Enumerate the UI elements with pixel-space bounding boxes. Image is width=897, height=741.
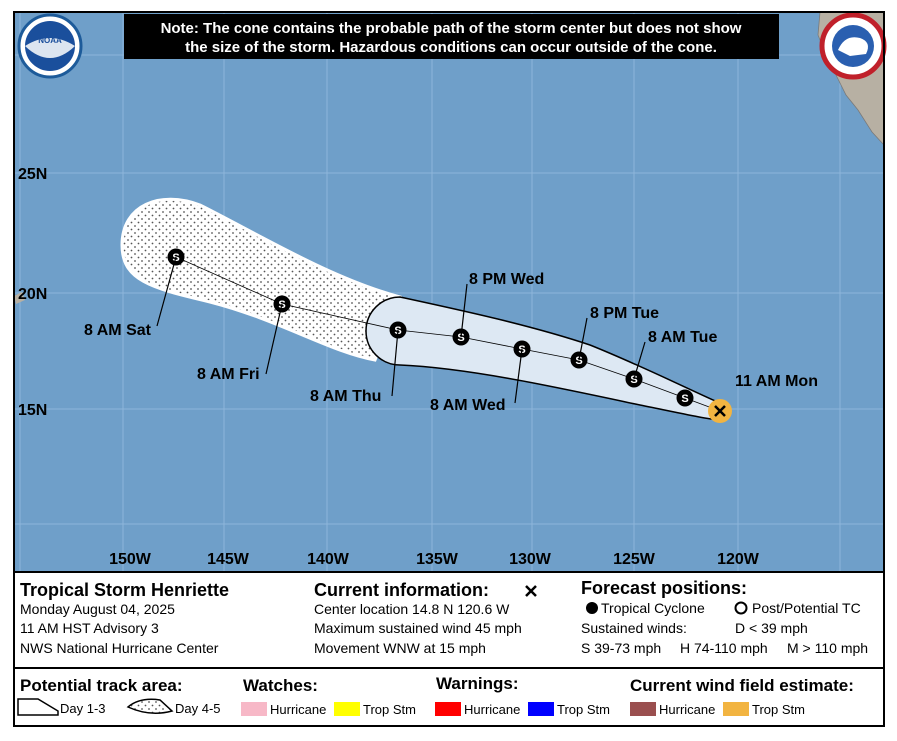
legend-title: Potential track area: — [20, 676, 183, 695]
legend-item: Hurricane — [659, 702, 715, 717]
current-line: Center location 14.8 N 120.6 W — [314, 601, 510, 617]
latitude-label: 25N — [18, 166, 47, 183]
land — [14, 292, 25, 304]
longitude-label: 130W — [509, 551, 552, 568]
forecast-item: S 39-73 mph — [581, 640, 661, 656]
longitude-label: 135W — [416, 551, 459, 568]
forecast-item: Tropical Cyclone — [601, 600, 705, 616]
current-position — [714, 405, 726, 417]
forecast-label: 8 AM Fri — [197, 366, 260, 383]
legend-panel — [13, 667, 885, 727]
legend-item: Hurricane — [464, 702, 520, 717]
post-symbol — [734, 601, 748, 615]
leader-line — [156, 256, 177, 327]
latitude-label: 15N — [18, 402, 47, 419]
forecast-item: M > 110 mph — [787, 640, 868, 656]
leader-line — [578, 317, 588, 361]
latitude-label: 20N — [18, 286, 47, 303]
note: the size of the storm. Hazardous conditi… — [185, 39, 717, 56]
storm-marker-letter: S — [457, 332, 464, 344]
storm-date: Monday August 04, 2025 — [20, 601, 175, 617]
swatch — [630, 702, 656, 716]
leader-line — [633, 341, 646, 380]
longitude-label: 120W — [717, 551, 760, 568]
note: Note: The cone contains the probable pat… — [161, 20, 742, 37]
current-line: Maximum sustained wind 45 mph — [314, 620, 522, 636]
legend-item: Trop Stm — [752, 702, 805, 717]
forecast-title: Forecast positions: — [581, 578, 747, 598]
current-symbol — [525, 585, 537, 597]
longitude-label: 150W — [109, 551, 152, 568]
leader-line — [514, 348, 523, 404]
legend-title: Warnings: — [436, 674, 518, 693]
legend-item: Trop Stm — [557, 702, 610, 717]
tropical-symbol — [586, 602, 598, 614]
legend-item: Hurricane — [270, 702, 326, 717]
longitude-label: 145W — [207, 551, 250, 568]
swatch — [528, 702, 554, 716]
storm-marker — [676, 389, 694, 407]
cone-day-1-3 — [365, 296, 723, 421]
forecast-label: 8 PM Tue — [590, 305, 659, 322]
day13-swatch — [17, 698, 59, 716]
note-box — [124, 14, 779, 59]
leader-line — [460, 283, 468, 338]
forecast-label: 8 AM Thu — [310, 388, 381, 405]
leader-line — [265, 303, 283, 375]
current-title: Current information: — [314, 580, 489, 600]
ocean — [14, 12, 884, 572]
storm-advisory: 11 AM HST Advisory 3 — [20, 620, 159, 636]
legend-item: Day 1-3 — [60, 701, 106, 716]
forecast-item: Post/Potential TC — [752, 600, 861, 616]
info-panel — [13, 571, 885, 669]
noaa-logo-text: NOAA — [38, 36, 62, 45]
swatch — [435, 702, 461, 716]
day45-swatch — [126, 698, 174, 714]
legend-item: Trop Stm — [363, 702, 416, 717]
forecast-label: 8 AM Sat — [84, 322, 152, 339]
swatch — [723, 702, 749, 716]
legend-title: Current wind field estimate: — [630, 676, 854, 695]
storm-marker-letter: S — [681, 393, 688, 405]
storm-name: Tropical Storm Henriette — [20, 580, 229, 600]
longitude-label: 125W — [613, 551, 656, 568]
cone-day-4-5 — [120, 197, 403, 362]
storm-marker-letter: S — [630, 374, 637, 386]
storm-marker-letter: S — [575, 355, 582, 367]
forecast-label: 8 AM Tue — [648, 329, 717, 346]
noaa-logo — [25, 38, 75, 58]
leader-line — [391, 329, 399, 397]
forecast-label: 11 AM Mon — [735, 373, 818, 390]
swatch — [241, 702, 267, 716]
nws-logo — [838, 37, 868, 56]
forecast-item: D < 39 mph — [735, 620, 808, 636]
storm-center: NWS National Hurricane Center — [20, 640, 219, 656]
longitude-label: 140W — [307, 551, 350, 568]
legend-title: Watches: — [243, 676, 318, 695]
forecast-label: 8 AM Wed — [430, 397, 506, 414]
forecast-label: 8 PM Wed — [469, 271, 544, 288]
swatch — [334, 702, 360, 716]
current-line: Movement WNW at 15 mph — [314, 640, 486, 656]
forecast-item: H 74-110 mph — [680, 640, 768, 656]
forecast-item: Sustained winds: — [581, 620, 687, 636]
legend-item: Day 4-5 — [175, 701, 221, 716]
